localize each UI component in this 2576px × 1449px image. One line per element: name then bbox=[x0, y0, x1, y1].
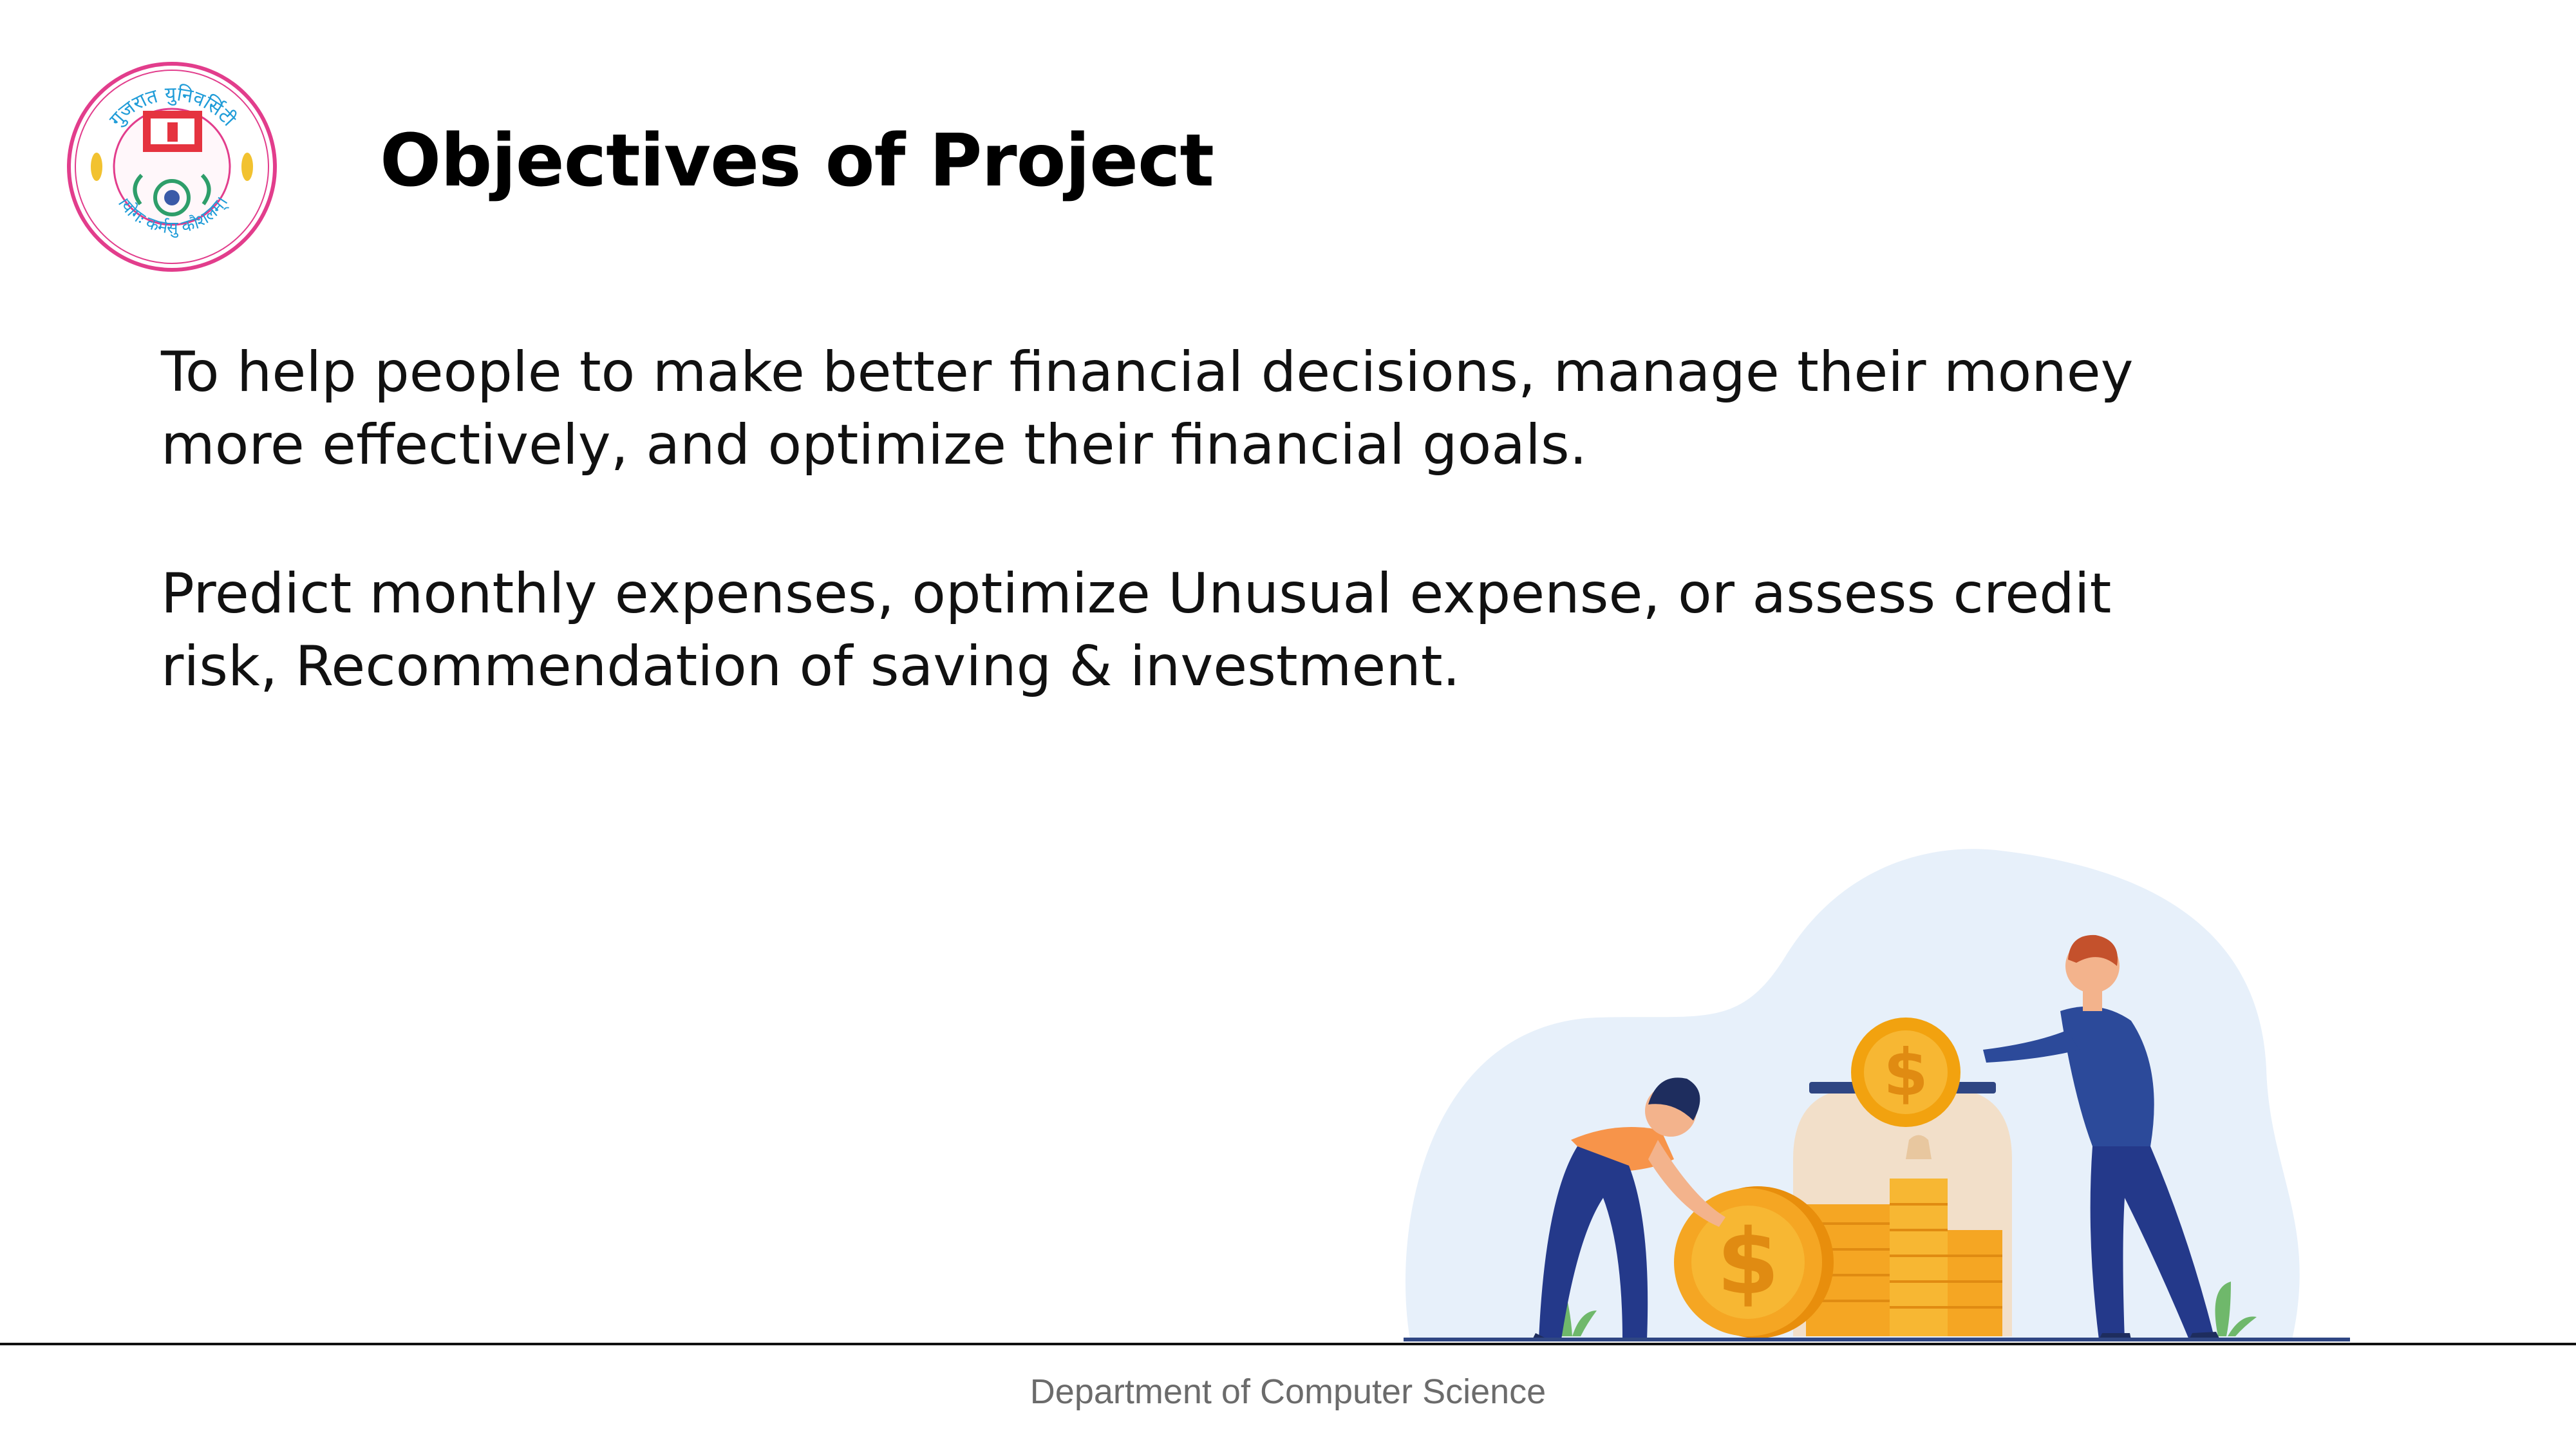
man-figure bbox=[1983, 934, 2220, 1340]
footer-divider bbox=[0, 1343, 2576, 1345]
dollar-sign: $ bbox=[1716, 1210, 1779, 1315]
objective-paragraph-2: Predict monthly expenses, optimize Unusu… bbox=[161, 562, 2112, 699]
objective-paragraph-1: To help people to make better financial … bbox=[161, 340, 2134, 477]
dropping-coin: $ bbox=[1851, 1018, 1960, 1127]
woman-figure bbox=[1532, 1077, 1725, 1340]
savings-jar-illustration: $ $ bbox=[1404, 849, 2350, 1341]
big-coin: $ bbox=[1674, 1186, 1834, 1338]
university-logo: गुजरात युनिवर्सिटी ।योगः कर्मसु कौशलम्। bbox=[67, 62, 277, 272]
footer-department: Department of Computer Science bbox=[1029, 1372, 1547, 1411]
dollar-sign: $ bbox=[1883, 1035, 1928, 1110]
slide-title: Objectives of Project bbox=[380, 119, 1214, 203]
